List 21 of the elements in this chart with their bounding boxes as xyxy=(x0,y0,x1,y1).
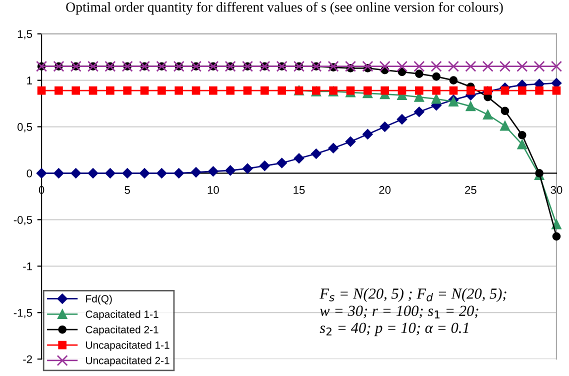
text: F$_{s}$ = N(20, 5) ; F$_{d}$ = N(20, 5); w = 30; r = 100; s$_{1}$ = 20; s$_{2}$ = 40; p = 10; α = 0.1 xyxy=(320,288,506,336)
y-tick-label: -1,5 xyxy=(14,309,32,318)
legend-label: Fd(Q) xyxy=(86,294,112,305)
legend-label: Uncapacitated 2-1 xyxy=(86,356,170,366)
x-tick-label: 25 xyxy=(465,186,476,194)
legend-label: Capacitated 2-1 xyxy=(86,326,158,336)
chart-title: Optimal order quantity for different values of s (see online version for colours) xyxy=(66,2,503,15)
y-tick-label: 0,5 xyxy=(18,123,32,132)
x-tick-label: 5 xyxy=(124,186,130,194)
y-tick-label: -2 xyxy=(23,355,32,364)
y-tick-label: -0,5 xyxy=(14,216,32,226)
x-tick-label: 20 xyxy=(379,186,391,194)
x-tick-label: 10 xyxy=(208,186,219,194)
y-tick-label: 1,5 xyxy=(18,30,32,40)
legend-label: Capacitated 1-1 xyxy=(86,310,158,320)
y-tick-label: -1 xyxy=(23,262,32,270)
x-tick-label: 30 xyxy=(550,186,562,194)
x-tick-label: 15 xyxy=(294,186,305,194)
y-tick-label: 0 xyxy=(26,169,32,178)
legend-label: Uncapacitated 1-1 xyxy=(86,341,170,351)
y-tick-label: 1 xyxy=(27,76,32,84)
